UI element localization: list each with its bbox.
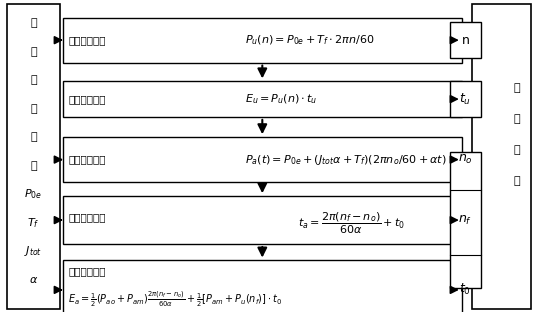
FancyBboxPatch shape <box>63 260 462 313</box>
Text: 数: 数 <box>30 161 37 171</box>
FancyBboxPatch shape <box>450 81 481 117</box>
Text: 主轴加速功率: 主轴加速功率 <box>68 155 106 165</box>
FancyBboxPatch shape <box>63 81 462 117</box>
FancyBboxPatch shape <box>7 4 60 309</box>
Text: $P_{0e}$: $P_{0e}$ <box>24 187 43 201</box>
Text: $t_a=\dfrac{2\pi(n_f-n_o)}{60\alpha}+t_0$: $t_a=\dfrac{2\pi(n_f-n_o)}{60\alpha}+t_0… <box>299 210 406 236</box>
FancyBboxPatch shape <box>472 4 531 309</box>
Text: 主轴加速时间: 主轴加速时间 <box>68 212 106 222</box>
FancyBboxPatch shape <box>63 18 462 63</box>
FancyBboxPatch shape <box>63 196 462 244</box>
FancyBboxPatch shape <box>450 152 481 288</box>
Text: 取: 取 <box>513 145 520 155</box>
Text: $P_u(n)=P_{0e}+T_f\cdot 2\pi n/60$: $P_u(n)=P_{0e}+T_f\cdot 2\pi n/60$ <box>245 33 374 47</box>
Text: 验: 验 <box>30 47 37 57</box>
Text: 主轴空转能耗: 主轴空转能耗 <box>68 94 106 104</box>
FancyBboxPatch shape <box>63 137 462 182</box>
Text: $t_0$: $t_0$ <box>459 282 471 297</box>
Text: $n_f$: $n_f$ <box>458 213 472 227</box>
Text: $t_u$: $t_u$ <box>459 92 471 107</box>
Text: $n_o$: $n_o$ <box>458 153 473 166</box>
Text: $\alpha$: $\alpha$ <box>29 275 38 285</box>
Text: $J_{tot}$: $J_{tot}$ <box>24 244 43 259</box>
Text: 主轴空转功率: 主轴空转功率 <box>68 35 106 45</box>
FancyBboxPatch shape <box>450 22 481 58</box>
Text: 实: 实 <box>30 18 37 28</box>
Text: n: n <box>462 34 469 47</box>
Text: $P_a(t)=P_{0e}+(J_{tot}\alpha+T_f)(2\pi n_o/60+\alpha t)$: $P_a(t)=P_{0e}+(J_{tot}\alpha+T_f)(2\pi … <box>245 153 447 167</box>
Text: $E_u=P_u(n)\cdot t_u$: $E_u=P_u(n)\cdot t_u$ <box>245 92 317 106</box>
Text: 值: 值 <box>513 176 520 186</box>
Text: 量: 量 <box>513 114 520 124</box>
Text: 取: 取 <box>30 104 37 114</box>
Text: $E_a=\frac{1}{2}(P_{ao}+P_{am})\frac{2\pi(n_f-n_o)}{60\alpha}+\frac{1}{2}[P_{am}: $E_a=\frac{1}{2}(P_{ao}+P_{am})\frac{2\p… <box>68 289 282 309</box>
Text: 变: 变 <box>513 83 520 93</box>
Text: $T_f$: $T_f$ <box>27 216 40 230</box>
Text: 主轴加速能耗: 主轴加速能耗 <box>68 266 106 276</box>
Text: 获: 获 <box>30 75 37 85</box>
Text: 系: 系 <box>30 132 37 142</box>
